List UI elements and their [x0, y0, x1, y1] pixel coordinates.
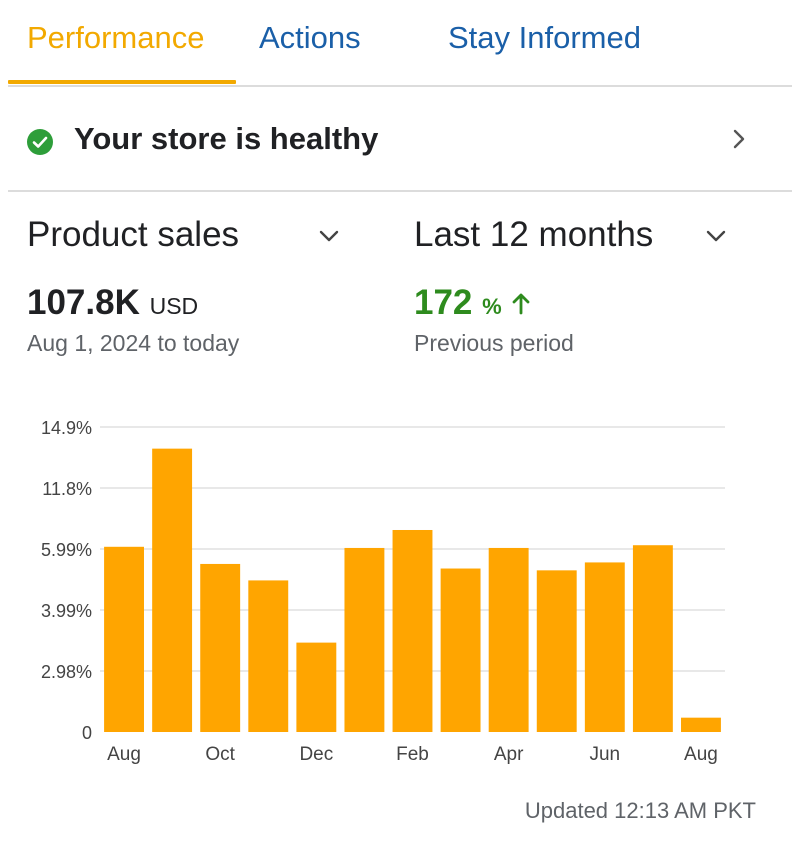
y-tick-label: 14.9%	[41, 418, 92, 438]
x-tick-label: Oct	[205, 744, 235, 765]
sales-bar-chart: 0 2.98% 3.99% 5.99% 11.8% 14.9% Aug Oct Dec Feb Ap…	[41, 418, 725, 765]
x-tick-label: Jun	[589, 744, 620, 765]
arrow-up-icon	[513, 293, 530, 315]
chart-bar[interactable]	[681, 717, 721, 732]
chart-bar[interactable]	[440, 568, 481, 732]
change-unit: %	[482, 294, 502, 319]
chevron-down-icon	[319, 230, 339, 242]
y-tick-label: 2.98%	[41, 662, 92, 682]
metric-select[interactable]: Product sales	[27, 212, 347, 260]
tab-actions[interactable]: Actions	[259, 20, 361, 55]
period-change: 172 %	[414, 283, 531, 323]
x-tick-label: Apr	[494, 744, 524, 765]
chart-bar[interactable]	[536, 570, 577, 732]
tab-bar: Performance Actions Stay Informed	[0, 0, 800, 87]
chart-bar[interactable]	[584, 562, 625, 732]
chart-bar[interactable]	[392, 529, 433, 732]
y-tick-label: 0	[82, 723, 92, 743]
tab-performance[interactable]: Performance	[27, 20, 205, 55]
chart-bar[interactable]	[632, 545, 673, 732]
y-tick-label: 3.99%	[41, 601, 92, 621]
sales-value: 107.8K	[27, 283, 140, 322]
metric-select-label: Product sales	[27, 215, 240, 254]
sales-unit: USD	[149, 293, 199, 319]
last-updated-text: Updated 12:13 AM PKT	[524, 798, 756, 823]
check-circle-icon	[27, 129, 53, 155]
y-tick-label: 11.8%	[42, 479, 92, 499]
sales-date-range: Aug 1, 2024 to today	[27, 330, 240, 356]
chart-bar[interactable]	[104, 546, 144, 732]
y-tick-label: 5.99%	[41, 540, 92, 560]
period-select-label: Last 12 months	[414, 215, 654, 254]
change-value: 172	[414, 283, 473, 322]
store-health-text: Your store is healthy	[74, 121, 379, 156]
change-label: Previous period	[414, 330, 574, 356]
divider	[8, 85, 792, 87]
chart-bar[interactable]	[152, 448, 193, 732]
x-tick-label: Feb	[396, 744, 429, 765]
chart-bar[interactable]	[488, 547, 529, 732]
chart-bar[interactable]	[200, 563, 241, 732]
chart-bar[interactable]	[248, 580, 289, 732]
chart-bar[interactable]	[296, 642, 337, 732]
chart-bar[interactable]	[344, 547, 385, 732]
period-select[interactable]: Last 12 months	[414, 212, 734, 260]
sales-total: 107.8K USD	[27, 283, 198, 323]
active-tab-indicator	[8, 80, 236, 84]
x-tick-label: Aug	[107, 744, 141, 765]
x-tick-label: Aug	[684, 744, 718, 765]
divider	[8, 190, 792, 192]
x-tick-label: Dec	[299, 744, 333, 765]
tab-stay-informed[interactable]: Stay Informed	[448, 20, 641, 55]
store-health-row[interactable]: Your store is healthy	[8, 88, 792, 190]
chevron-right-icon	[733, 129, 745, 149]
chevron-down-icon	[706, 230, 726, 242]
